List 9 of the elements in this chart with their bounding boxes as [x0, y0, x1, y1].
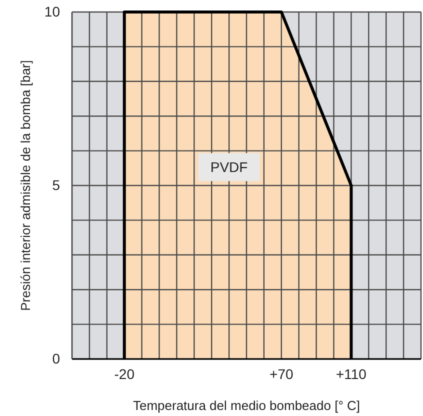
y-axis-title: Presión interior admisible de la bomba [bar] [18, 60, 33, 311]
x-axis-title: Temperatura del medio bombeado [° C] [132, 398, 360, 413]
x-tick-label: +70 [270, 366, 294, 382]
x-tick-label: -20 [114, 366, 135, 382]
y-tick-label: 0 [52, 350, 60, 366]
y-tick-label: 10 [44, 3, 60, 20]
x-tick-label: +110 [336, 366, 367, 382]
annotation: PVDF [210, 159, 248, 176]
y-tick-label: 5 [52, 176, 60, 193]
